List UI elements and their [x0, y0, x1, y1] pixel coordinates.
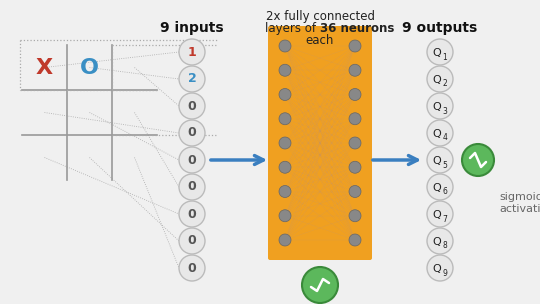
Text: 9: 9 [443, 268, 448, 278]
Circle shape [179, 93, 205, 119]
Text: each: each [306, 34, 334, 47]
Text: 5: 5 [443, 161, 448, 170]
Circle shape [179, 228, 205, 254]
Text: O: O [80, 57, 99, 78]
Circle shape [179, 66, 205, 92]
Circle shape [427, 174, 453, 200]
Text: 0: 0 [187, 99, 197, 112]
Circle shape [349, 88, 361, 101]
Circle shape [179, 120, 205, 146]
Text: 6: 6 [443, 188, 448, 196]
Circle shape [349, 113, 361, 125]
FancyBboxPatch shape [268, 26, 372, 260]
Text: Q: Q [433, 237, 441, 247]
Text: Q: Q [433, 156, 441, 166]
Circle shape [349, 137, 361, 149]
Text: 9 outputs: 9 outputs [402, 21, 477, 35]
Text: 1: 1 [187, 46, 197, 58]
Text: Q: Q [433, 264, 441, 274]
Circle shape [349, 161, 361, 173]
Circle shape [349, 185, 361, 198]
Circle shape [279, 185, 291, 198]
Circle shape [302, 267, 338, 303]
Text: 4: 4 [443, 133, 448, 143]
Circle shape [427, 147, 453, 173]
Circle shape [179, 147, 205, 173]
Text: Q: Q [433, 129, 441, 139]
Text: Q: Q [433, 102, 441, 112]
Circle shape [427, 120, 453, 146]
Circle shape [349, 210, 361, 222]
Text: 0: 0 [187, 181, 197, 194]
Circle shape [349, 40, 361, 52]
Circle shape [179, 174, 205, 200]
Text: Q: Q [433, 183, 441, 193]
Text: Q: Q [433, 210, 441, 220]
Circle shape [349, 64, 361, 76]
Circle shape [279, 234, 291, 246]
Circle shape [427, 201, 453, 227]
Circle shape [279, 64, 291, 76]
Circle shape [179, 255, 205, 281]
Circle shape [279, 161, 291, 173]
Circle shape [279, 40, 291, 52]
Circle shape [279, 210, 291, 222]
Text: 8: 8 [443, 241, 447, 250]
Circle shape [179, 201, 205, 227]
Text: sigmoid
activation: sigmoid activation [499, 192, 540, 214]
Text: 3: 3 [443, 106, 448, 116]
Text: Q: Q [433, 75, 441, 85]
Text: 0: 0 [187, 234, 197, 247]
Text: Q: Q [433, 48, 441, 58]
Circle shape [427, 255, 453, 281]
Circle shape [427, 93, 453, 119]
Circle shape [349, 234, 361, 246]
Text: 7: 7 [443, 215, 448, 223]
Circle shape [427, 66, 453, 92]
Text: 2x fully connected: 2x fully connected [266, 10, 375, 23]
Text: 0: 0 [187, 154, 197, 167]
Circle shape [179, 39, 205, 65]
Text: 2: 2 [443, 80, 447, 88]
Text: 1: 1 [443, 53, 447, 61]
Circle shape [427, 39, 453, 65]
Text: 9 inputs: 9 inputs [160, 21, 224, 35]
Text: 0: 0 [187, 126, 197, 140]
Circle shape [427, 228, 453, 254]
Circle shape [279, 113, 291, 125]
Text: 36 neurons: 36 neurons [320, 22, 394, 35]
Circle shape [279, 137, 291, 149]
Text: layers of: layers of [265, 22, 320, 35]
Text: 0: 0 [187, 261, 197, 275]
Circle shape [279, 88, 291, 101]
Circle shape [462, 144, 494, 176]
Text: 2: 2 [187, 72, 197, 85]
Text: 0: 0 [187, 208, 197, 220]
Text: X: X [36, 57, 53, 78]
